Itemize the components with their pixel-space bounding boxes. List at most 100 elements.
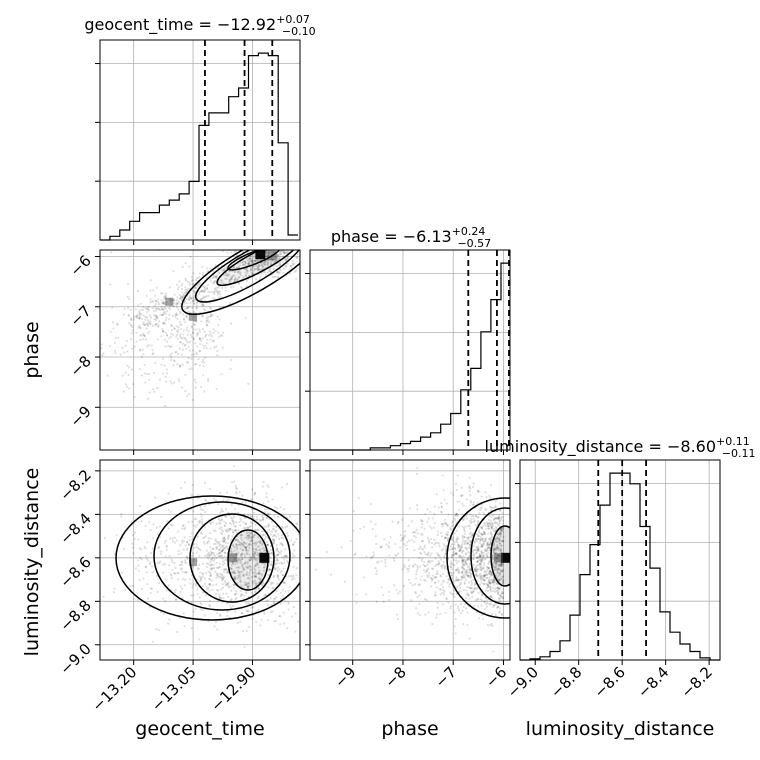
sample-point	[140, 313, 143, 316]
sample-point	[500, 516, 503, 519]
sample-point	[456, 585, 459, 588]
sample-point	[112, 321, 115, 324]
sample-point	[488, 538, 491, 541]
sample-point	[263, 594, 266, 598]
sample-point	[268, 568, 271, 572]
sample-point	[267, 260, 270, 263]
sample-point	[194, 584, 197, 587]
sample-point	[470, 586, 473, 590]
sample-point	[142, 314, 145, 317]
sample-point	[489, 536, 492, 540]
sample-point	[489, 539, 492, 542]
sample-point	[265, 525, 268, 528]
sample-point	[478, 583, 482, 586]
sample-point	[138, 312, 141, 315]
sample-point	[126, 364, 129, 367]
sample-point	[444, 522, 447, 525]
sample-point	[194, 386, 197, 389]
sample-point	[151, 306, 154, 310]
sample-point	[481, 574, 484, 578]
sample-point	[247, 262, 250, 265]
sample-point	[269, 246, 271, 248]
sample-point	[257, 245, 259, 247]
sample-point	[217, 271, 220, 274]
sample-point	[465, 569, 468, 572]
sample-point	[201, 360, 204, 364]
sample-point	[441, 523, 444, 526]
sample-point	[426, 569, 429, 572]
sample-point	[463, 582, 466, 585]
sample-point	[137, 304, 140, 307]
sample-point	[414, 577, 418, 580]
sample-point	[269, 610, 272, 614]
sample-point	[436, 541, 439, 544]
sample-point	[312, 559, 314, 561]
sample-point	[266, 263, 269, 266]
sample-point	[219, 511, 222, 514]
sample-point	[227, 534, 230, 537]
sample-point	[496, 593, 499, 596]
sample-point	[150, 587, 154, 591]
sample-point	[147, 397, 150, 400]
sample-point	[486, 522, 490, 526]
sample-point	[475, 515, 478, 518]
sample-point	[388, 598, 391, 602]
sample-point	[495, 562, 498, 565]
sample-point	[222, 540, 225, 543]
sample-point	[492, 579, 495, 582]
sample-point	[174, 591, 177, 594]
sample-point	[482, 537, 485, 540]
sample-point	[157, 307, 160, 310]
sample-point	[480, 551, 483, 554]
sample-point	[190, 538, 193, 541]
sample-point	[185, 548, 188, 551]
sample-point	[380, 560, 383, 563]
sample-point	[231, 562, 234, 565]
sample-point	[229, 567, 232, 570]
sample-point	[231, 571, 234, 574]
sample-point	[285, 265, 288, 268]
sample-point	[229, 322, 233, 325]
sample-point	[176, 305, 179, 308]
sample-point	[178, 365, 181, 368]
sample-point	[458, 609, 461, 612]
sample-point	[196, 332, 199, 335]
sample-point	[270, 552, 273, 555]
sample-point	[436, 552, 439, 555]
sample-point	[254, 541, 257, 545]
sample-point	[379, 546, 382, 549]
sample-point	[500, 544, 503, 547]
sample-point	[200, 532, 204, 535]
sample-point	[222, 282, 225, 285]
sample-point	[244, 526, 247, 530]
sample-point	[239, 620, 242, 624]
sample-point	[253, 555, 256, 558]
sample-point	[490, 506, 493, 509]
sample-point	[277, 246, 279, 248]
sample-point	[420, 559, 423, 562]
sample-point	[233, 587, 236, 590]
sample-point	[494, 537, 497, 540]
sample-point	[494, 562, 497, 566]
sample-point	[481, 593, 484, 596]
sample-point	[265, 516, 268, 519]
sample-point	[485, 582, 488, 586]
sample-point	[482, 543, 485, 546]
sample-point	[440, 506, 443, 509]
sample-point	[257, 588, 260, 591]
sample-point	[230, 547, 233, 550]
sample-point	[496, 517, 499, 520]
sample-point	[293, 549, 296, 552]
sample-point	[252, 551, 255, 554]
sample-point	[450, 574, 453, 577]
sample-point	[211, 313, 214, 316]
sample-point	[246, 587, 249, 590]
sample-point	[485, 495, 488, 499]
sample-point	[480, 549, 483, 553]
sample-point	[492, 605, 495, 609]
sample-point	[502, 581, 505, 585]
sample-point	[283, 622, 286, 625]
sample-point	[384, 561, 387, 564]
y-tick-label: −9	[66, 402, 94, 430]
sample-point	[248, 553, 251, 556]
